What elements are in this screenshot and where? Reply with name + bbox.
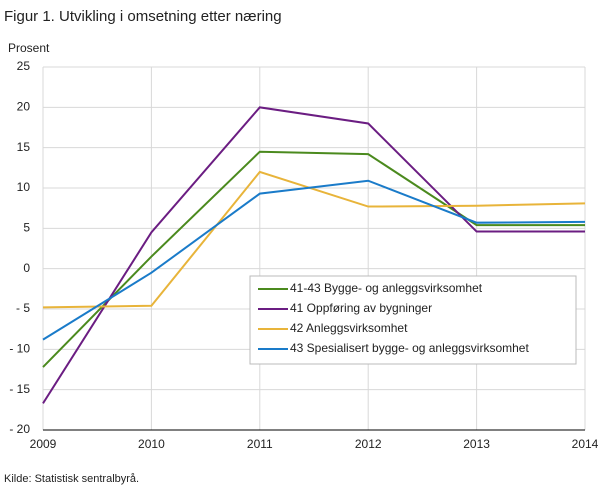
legend-label: 43 Spesialisert bygge- og anleggsvirksom…	[290, 341, 529, 355]
legend-label: 42 Anleggsvirksomhet	[290, 321, 408, 335]
legend-label: 41 Oppføring av bygninger	[290, 301, 432, 315]
y-tick-label: - 20	[9, 422, 30, 436]
y-axis-label: Prosent	[8, 41, 50, 55]
y-tick-label: 0	[23, 261, 30, 275]
series-line	[42, 150, 585, 368]
legend-label: 41-43 Bygge- og anleggsvirksomhet	[290, 281, 483, 295]
x-tick-label: 2011	[247, 437, 273, 451]
y-tick-label: - 10	[9, 342, 30, 356]
series-line	[42, 170, 586, 309]
x-tick-label: 2012	[355, 437, 382, 451]
source: Kilde: Statistisk sentralbyrå.	[4, 473, 139, 485]
y-tick-label: - 15	[9, 382, 30, 396]
x-tick-label: 2009	[30, 437, 57, 451]
y-tick-label: 25	[17, 59, 31, 73]
series-line	[42, 106, 585, 404]
y-tick-label: 5	[23, 221, 30, 235]
y-tick-label: 10	[17, 180, 31, 194]
y-tick-label: - 5	[16, 301, 30, 315]
x-tick-label: 2014	[572, 437, 599, 451]
x-tick-label: 2013	[463, 437, 490, 451]
y-tick-label: 20	[17, 100, 31, 114]
legend-box	[249, 275, 577, 365]
y-tick-label: 15	[17, 140, 31, 154]
x-tick-label: 2010	[138, 437, 165, 451]
chart-title: Figur 1. Utvikling i omsetning etter nær…	[4, 8, 282, 25]
series-line	[42, 179, 586, 341]
